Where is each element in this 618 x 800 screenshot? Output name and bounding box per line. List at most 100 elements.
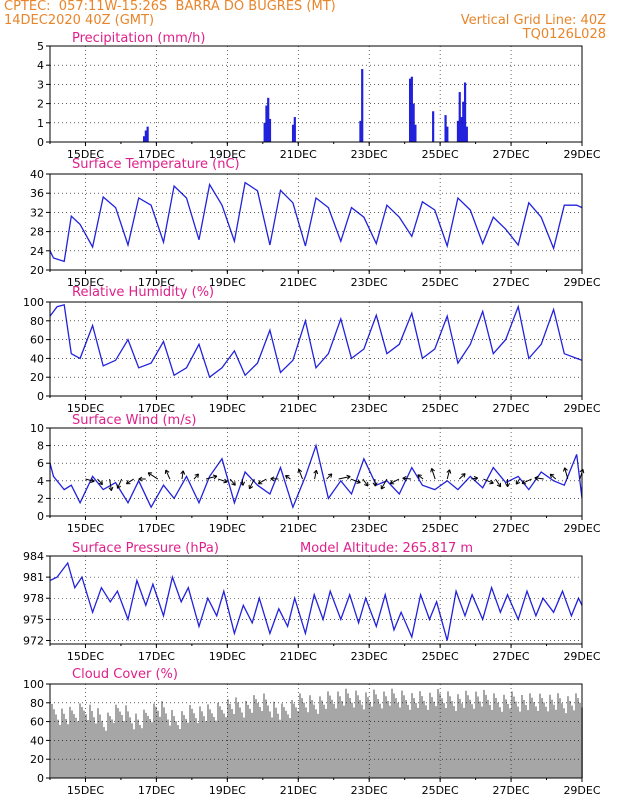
precip-bar xyxy=(263,122,266,142)
wind-arrow-head xyxy=(446,469,452,474)
cloud-bar xyxy=(415,702,417,778)
precip-bar xyxy=(458,92,461,142)
cloud-bar xyxy=(467,695,469,778)
cloud-bar xyxy=(481,706,483,778)
wind-arrow xyxy=(165,469,171,480)
panel-frame xyxy=(49,555,583,645)
wind-arrow xyxy=(471,477,478,480)
precip-bar xyxy=(291,124,295,142)
y-tick-label: 0 xyxy=(37,390,44,403)
cloud-bar xyxy=(485,694,487,778)
cloud-bar xyxy=(235,697,237,778)
cloud-bar xyxy=(269,711,271,778)
cloud-bar xyxy=(229,704,231,778)
wind-arrow xyxy=(241,478,244,486)
precip-bar xyxy=(463,82,467,142)
cloud-bar xyxy=(355,690,357,778)
x-tick-label: 21DEC xyxy=(280,522,317,535)
cloud-bar xyxy=(117,708,119,778)
x-tick-label: 29DEC xyxy=(563,650,600,663)
x-tick-label: 21DEC xyxy=(280,784,317,797)
y-tick-label: 981 xyxy=(23,571,44,584)
cloud-bar xyxy=(233,714,235,778)
cloud-bar xyxy=(131,723,133,778)
precip-bar xyxy=(144,130,147,142)
cloud-bar xyxy=(541,698,543,778)
cloud-bar xyxy=(57,719,59,778)
cloud-bar xyxy=(53,709,55,778)
cloud-bar xyxy=(205,721,207,778)
cloud-bar xyxy=(61,708,63,778)
cloud-bar xyxy=(59,724,61,778)
cloud-bar xyxy=(115,704,117,778)
cloud-bar xyxy=(463,707,465,778)
y-tick-label: 6 xyxy=(37,457,44,470)
cloud-bar xyxy=(385,696,387,778)
cloud-bar xyxy=(557,693,559,778)
wind-arrow-head xyxy=(505,483,511,487)
y-tick-label: 2 xyxy=(37,98,44,111)
cloud-bar xyxy=(283,707,285,778)
x-tick-label: 17DEC xyxy=(138,148,175,161)
cloud-bar xyxy=(487,699,489,778)
header-run-id: TQ0126L028 xyxy=(522,27,606,42)
cloud-bar xyxy=(439,693,441,778)
cloud-bar xyxy=(171,710,173,778)
y-tick-label: 0 xyxy=(37,136,44,149)
precip-bar xyxy=(265,105,268,142)
precip-bar xyxy=(359,120,362,142)
cloud-bar xyxy=(309,695,311,778)
cloud-bar xyxy=(505,699,507,778)
cloud-bar xyxy=(119,711,121,778)
precip-bar xyxy=(446,126,449,142)
x-tick-label: 29DEC xyxy=(563,522,600,535)
wind-arrow xyxy=(147,472,159,480)
wind-arrow-head xyxy=(579,468,585,474)
cloud-bar xyxy=(489,704,491,778)
x-tick-label: 25DEC xyxy=(422,402,459,415)
panel-frame xyxy=(49,301,583,397)
panel-5: Surface Pressure (hPa) 972 975 978 981 984 15D… xyxy=(23,541,601,663)
wind-arrow-head xyxy=(270,476,275,482)
cloud-bar xyxy=(331,699,333,778)
cloud-bar xyxy=(559,698,561,778)
cloud-bar xyxy=(187,722,189,778)
x-tick-label: 27DEC xyxy=(493,522,530,535)
cloud-bar xyxy=(395,698,397,778)
cloud-bar xyxy=(357,695,359,778)
wind-arrow xyxy=(248,478,255,489)
wind-arrow-head xyxy=(231,481,236,486)
y-tick-label: 32 xyxy=(30,206,44,219)
wind-arrow xyxy=(298,469,303,480)
cloud-bar xyxy=(219,706,221,778)
cloud-bar xyxy=(515,701,517,778)
cloud-bar xyxy=(245,700,247,778)
cloud-bar xyxy=(181,711,183,778)
x-tick-label: 23DEC xyxy=(351,148,388,161)
cloud-bar xyxy=(141,728,143,778)
y-tick-label: 80 xyxy=(30,315,44,328)
wind-arrow xyxy=(126,478,134,485)
cloud-bar xyxy=(575,693,577,778)
y-tick-label: 60 xyxy=(30,716,44,729)
cloud-bar xyxy=(51,704,53,778)
cloud-bar xyxy=(277,713,279,778)
cloud-bar xyxy=(361,704,363,778)
cloud-bar xyxy=(157,710,159,778)
cloud-bar xyxy=(191,708,193,778)
x-tick-label: 19DEC xyxy=(209,650,246,663)
cloud-bar xyxy=(375,694,377,778)
wind-arrow-head xyxy=(180,470,186,475)
cloud-bar xyxy=(287,714,289,778)
cloud-bar xyxy=(89,704,91,778)
x-tick-label: 29DEC xyxy=(563,276,600,289)
panel-title: Surface Wind (m/s) xyxy=(72,413,196,428)
cloud-bar xyxy=(383,691,385,778)
x-tick-label: 15DEC xyxy=(67,522,104,535)
wind-arrow-head xyxy=(534,475,539,481)
x-tick-label: 27DEC xyxy=(493,650,530,663)
wind-arrow-head xyxy=(515,480,521,485)
cloud-bar xyxy=(555,709,557,778)
wind-arrow-head xyxy=(248,484,254,490)
cloud-bar xyxy=(109,716,111,778)
